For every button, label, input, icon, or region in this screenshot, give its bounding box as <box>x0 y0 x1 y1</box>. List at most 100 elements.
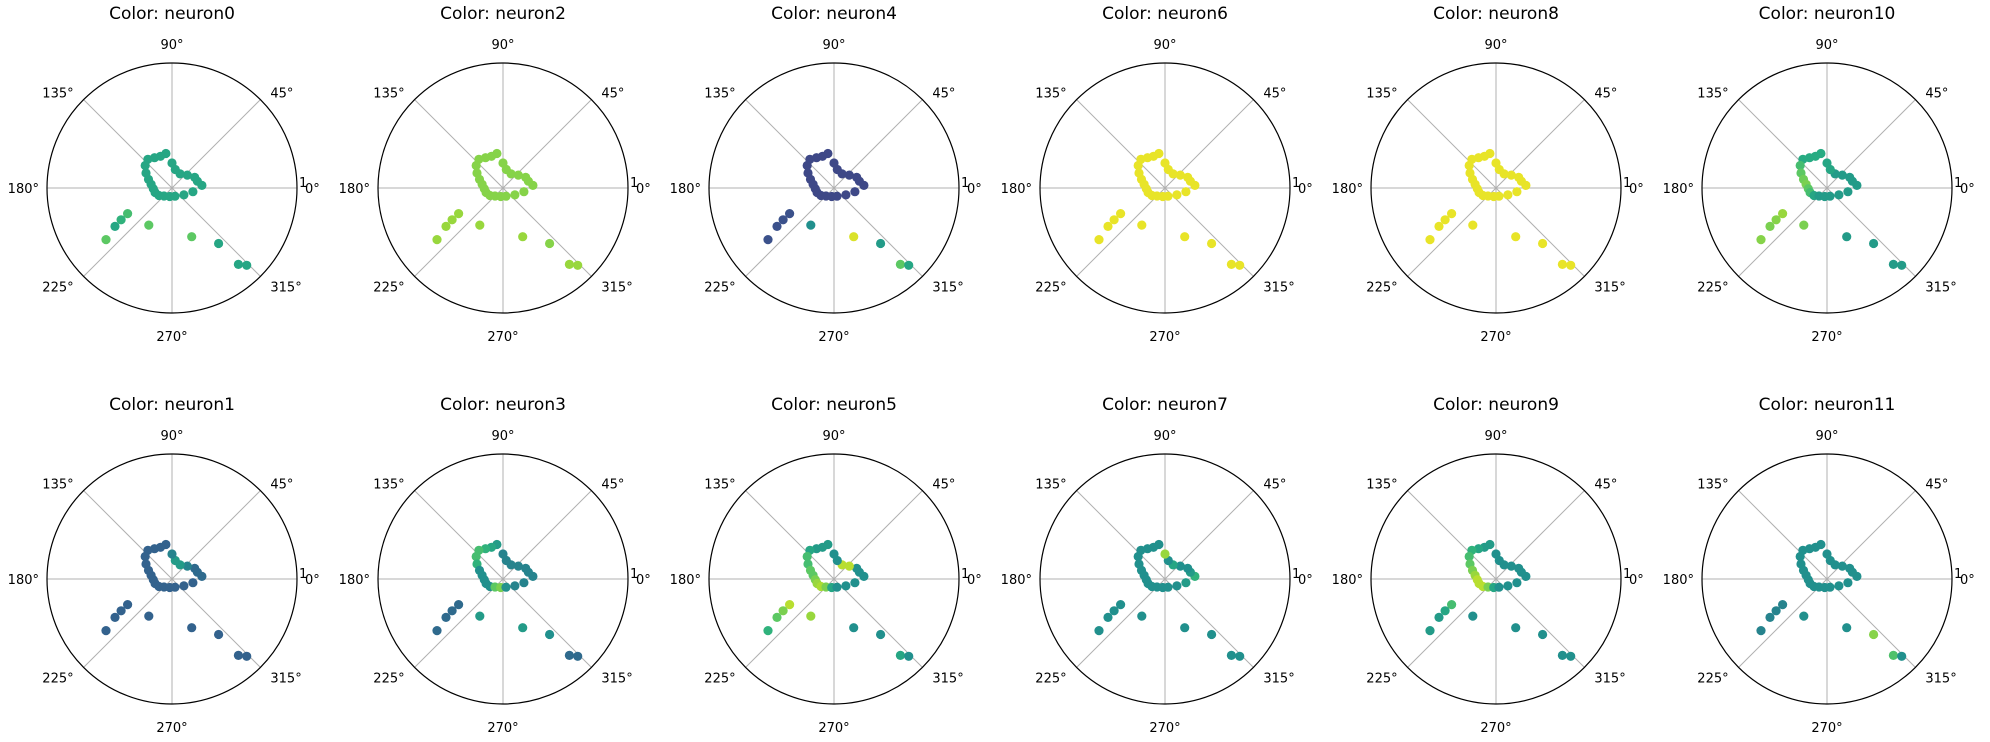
scatter-point <box>501 582 511 592</box>
angular-gridline <box>1407 490 1585 668</box>
radial-tick-label: 1 <box>1623 176 1631 191</box>
scatter-point <box>772 221 782 231</box>
angle-tick-label: 90° <box>160 38 183 53</box>
scatter-point <box>167 549 177 559</box>
scatter-point <box>1566 260 1576 270</box>
scatter-point <box>1538 629 1548 640</box>
polar-panel: Color: neuron7 0° 45° 90° 135° 180° 225° 270° 31… <box>1001 395 1313 736</box>
scatter-point <box>1181 578 1191 588</box>
scatter-point <box>187 623 197 633</box>
scatter-point <box>447 606 457 616</box>
angle-tick-label: 225° <box>373 280 404 295</box>
scatter-point <box>778 215 788 225</box>
polar-frame <box>708 453 960 705</box>
scatter-point <box>518 623 528 633</box>
scatter-point <box>802 551 812 562</box>
scatter-point <box>1825 191 1835 201</box>
scatter-point <box>1503 190 1513 200</box>
scatter-point <box>849 623 859 633</box>
angle-tick-label: 315° <box>601 671 632 686</box>
scatter-point <box>1494 582 1504 592</box>
scatter-point <box>1172 190 1182 200</box>
panel-title: Color: neuron8 <box>1433 4 1559 24</box>
scatter-point <box>170 191 180 201</box>
scatter-point <box>904 651 914 661</box>
scatter-point <box>1103 221 1113 231</box>
panel-title: Color: neuron1 <box>109 395 235 415</box>
scatter-point <box>1557 650 1567 661</box>
panel-title: Color: neuron6 <box>1102 4 1228 24</box>
angle-tick-label: 0° <box>636 573 651 588</box>
angle-tick-label: 225° <box>704 671 735 686</box>
scatter-point <box>763 235 773 245</box>
scatter-point <box>179 190 189 200</box>
polar-frame <box>1370 62 1622 314</box>
scatter-point <box>454 600 464 610</box>
scatter-point <box>242 260 252 270</box>
polar-frame <box>708 62 960 314</box>
scatter-point <box>1160 158 1170 168</box>
angle-tick-label: 0° <box>1298 573 1313 588</box>
polar-frame <box>1039 62 1291 314</box>
scatter-point <box>832 582 842 592</box>
scatter-point <box>1183 172 1193 182</box>
angle-tick-label: 45° <box>1594 87 1617 102</box>
panel-title: Color: neuron11 <box>1759 395 1896 415</box>
scatter-point <box>1447 209 1457 219</box>
scatter-point <box>1799 220 1809 230</box>
angular-gridline <box>414 490 592 668</box>
angle-tick-label: 0° <box>967 573 982 588</box>
scatter-point <box>214 629 224 640</box>
angle-tick-label: 270° <box>1480 330 1511 345</box>
angle-tick-label: 315° <box>932 280 963 295</box>
scatter-point <box>1822 158 1832 168</box>
scatter-point <box>475 220 485 230</box>
scatter-point <box>1778 209 1788 219</box>
scatter-point <box>475 611 485 621</box>
polar-panel: Color: neuron5 0° 45° 90° 135° 180° 225° 270° 31… <box>670 395 982 736</box>
scatter-point <box>1506 561 1516 571</box>
angle-tick-label: 315° <box>1925 671 1956 686</box>
angle-tick-label: 180° <box>8 182 39 197</box>
scatter-point <box>778 606 788 616</box>
scatter-point <box>573 651 583 661</box>
angle-tick-label: 180° <box>670 573 701 588</box>
scatter-point <box>564 650 575 661</box>
scatter-point <box>1494 191 1504 201</box>
angle-tick-label: 180° <box>1663 573 1694 588</box>
radial-tick-label: 1 <box>1623 567 1631 582</box>
scatter-point <box>1778 600 1788 610</box>
scatter-point <box>763 626 773 636</box>
scatter-point <box>832 191 842 201</box>
scatter-point <box>498 158 508 168</box>
angle-tick-label: 225° <box>1366 671 1397 686</box>
scatter-point <box>849 232 859 242</box>
scatter-point <box>545 629 555 640</box>
angle-tick-label: 90° <box>491 38 514 53</box>
scatter-point <box>441 221 451 231</box>
panel-title: Color: neuron4 <box>771 4 897 24</box>
polar-frame <box>377 62 629 314</box>
scatter-point <box>1163 582 1173 592</box>
scatter-point <box>1434 612 1444 623</box>
angle-tick-label: 180° <box>1332 573 1363 588</box>
scatter-point <box>1183 563 1193 574</box>
scatter-point <box>1491 158 1501 168</box>
scatter-point <box>1756 626 1766 636</box>
scatter-point <box>1837 170 1847 180</box>
scatter-point <box>1795 160 1805 171</box>
scatter-point <box>1491 549 1501 559</box>
panel-title: Color: neuron5 <box>771 395 897 415</box>
scatter-point <box>140 160 150 171</box>
scatter-point <box>841 190 851 200</box>
scatter-point <box>101 626 111 636</box>
scatter-point <box>519 578 529 588</box>
scatter-point <box>471 160 481 171</box>
scatter-point <box>1822 549 1832 559</box>
scatter-point <box>904 260 914 270</box>
angle-tick-label: 135° <box>42 87 73 102</box>
scatter-point <box>101 235 111 245</box>
scatter-point <box>876 629 886 640</box>
angular-gridline <box>745 99 923 277</box>
angle-tick-label: 0° <box>1629 573 1644 588</box>
